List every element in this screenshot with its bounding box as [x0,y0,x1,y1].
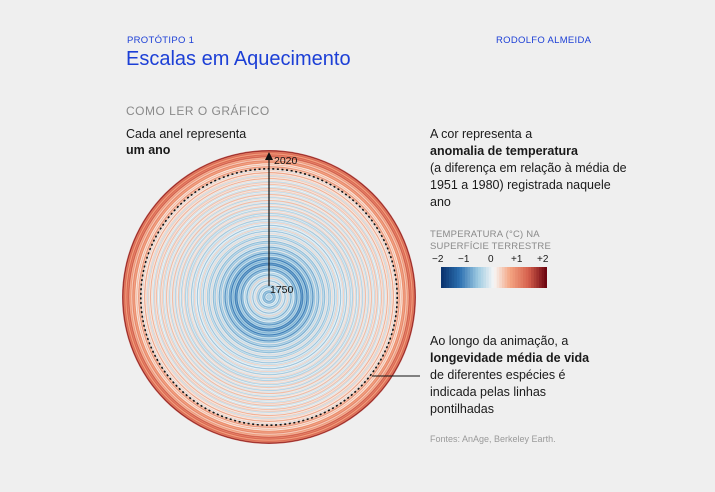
colorbar-swatch [448,267,452,288]
colorbar-swatch [520,267,524,288]
colorbar-swatch [504,267,508,288]
color-text-c: (a diferença em relação à média de 1951 … [430,161,627,209]
colorbar-swatch [525,267,529,288]
colorbar-swatch [515,267,519,288]
colorbar-swatch [533,267,537,288]
start-year-label: 1750 [270,284,294,296]
life-text-c: de diferentes espécies é indicada pelas … [430,368,566,416]
colorbar-swatch [488,267,492,288]
year-ring [267,295,271,299]
ring-text-a: Cada anel representa [126,127,247,141]
colorbar-swatch [491,267,495,288]
colorbar-swatch [443,267,447,288]
legend-tick: +1 [511,254,523,265]
colorbar-swatch [517,267,521,288]
legend-tick: −2 [432,254,444,265]
colorbar-swatch [528,267,532,288]
page-title: Escalas em Aquecimento [126,48,351,70]
life-text-a: Ao longo da animação, a [430,334,569,348]
colorbar-swatch [499,267,503,288]
color-explanation: A cor representa a anomalia de temperatu… [430,126,630,211]
colorbar-swatch [467,267,471,288]
colorbar-swatch [451,267,455,288]
colorbar-swatch [478,267,482,288]
color-text-b: anomalia de temperatura [430,144,578,158]
colorbar-swatch [494,267,498,288]
life-text-b: longevidade média de vida [430,351,590,365]
colorbar-swatch [539,267,543,288]
ring-explanation: Cada anel representa um ano [126,126,276,158]
colorbar-swatch [459,267,463,288]
legend-colorbar [441,267,547,288]
colorbar-swatch [536,267,540,288]
colorbar-swatch [507,267,511,288]
colorbar-swatch [501,267,505,288]
colorbar-swatch [544,267,547,288]
colorbar-swatch [475,267,479,288]
color-text-a: A cor representa a [430,127,533,141]
end-year-label: 2020 [274,155,298,167]
legend-tick: −1 [458,254,470,265]
colorbar-swatch [483,267,487,288]
colorbar-swatch [472,267,476,288]
colorbar-swatch [523,267,527,288]
colorbar-swatch [446,267,450,288]
colorbar-swatch [454,267,458,288]
ring-text-b: um ano [126,143,171,157]
author-name: RODOLFO ALMEIDA [496,35,592,46]
colorbar-swatch [531,267,535,288]
colorbar-swatch [486,267,490,288]
colorbar-swatch [470,267,474,288]
prototype-label: PROTÓTIPO 1 [127,35,195,46]
colorbar-swatch [441,267,445,288]
colorbar-swatch [462,267,466,288]
colorbar-swatch [464,267,468,288]
legend-tick: +2 [537,254,549,265]
chart-rings [122,150,416,444]
colorbar-swatch [512,267,516,288]
legend-title: TEMPERATURA (°C) NA SUPERFÍCIE TERRESTRE [430,229,552,252]
lifespan-explanation: Ao longo da animação, a longevidade médi… [430,333,600,418]
colorbar-swatch [456,267,460,288]
how-to-read-heading: COMO LER O GRÁFICO [126,104,270,118]
time-arrow-head [265,152,273,160]
legend-tick: 0 [488,254,494,265]
colorbar-swatch [496,267,500,288]
colorbar-swatch [509,267,513,288]
colorbar-swatch [480,267,484,288]
source-note: Fontes: AnAge, Berkeley Earth. [430,434,556,444]
colorbar-swatch [541,267,545,288]
